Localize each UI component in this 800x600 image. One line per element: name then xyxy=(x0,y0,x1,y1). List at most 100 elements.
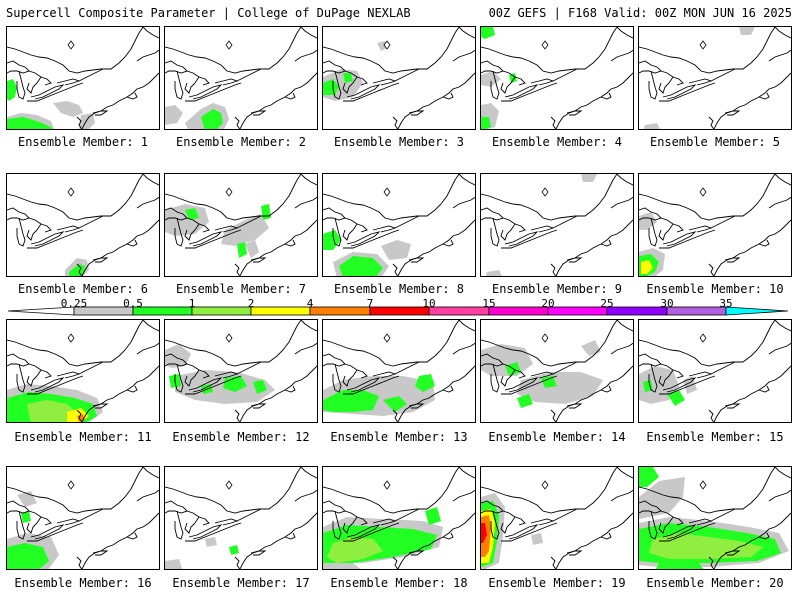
basemap-outline xyxy=(300,174,317,186)
ensemble-map-panel xyxy=(322,319,476,423)
map-canvas xyxy=(481,320,633,422)
basemap-outline xyxy=(7,320,144,367)
basemap-outline xyxy=(346,524,381,540)
diamond-marker-icon xyxy=(541,40,549,50)
diamond-marker-icon xyxy=(225,480,233,490)
scp-contour-fill xyxy=(165,559,183,569)
basemap-outline xyxy=(774,27,791,39)
basemap-outline xyxy=(284,239,296,247)
basemap-outline xyxy=(343,522,400,542)
basemap-outline xyxy=(688,78,713,86)
basemap-outline xyxy=(294,342,317,355)
basemap-outline xyxy=(500,363,516,387)
scp-contour-fill xyxy=(415,374,435,392)
basemap-outline xyxy=(458,174,475,186)
basemap-outline xyxy=(458,27,475,39)
basemap-outline xyxy=(239,512,317,569)
basemap-outline xyxy=(481,60,504,74)
basemap-outline xyxy=(342,510,358,534)
basemap-outline xyxy=(397,512,475,569)
basemap-outline xyxy=(552,215,578,229)
basemap-outline xyxy=(184,70,200,94)
colorbar-bin xyxy=(428,306,490,316)
basemap-outline xyxy=(284,385,296,393)
ensemble-map-panel xyxy=(6,26,160,130)
basemap-outline xyxy=(81,365,159,422)
ensemble-map-panel xyxy=(480,26,634,130)
basemap-outline xyxy=(56,225,81,233)
basemap-outline xyxy=(481,207,504,221)
scp-contour-fill xyxy=(517,394,533,408)
basemap-outline xyxy=(442,92,454,100)
basemap-outline xyxy=(323,500,346,514)
basemap-outline xyxy=(78,508,104,522)
basemap-outline xyxy=(56,371,81,379)
basemap-outline xyxy=(126,532,138,540)
ensemble-map-panel xyxy=(322,466,476,570)
basemap-outline xyxy=(294,489,317,502)
ensemble-member-label: Ensemble Member: 6 xyxy=(17,282,149,296)
colorbar-bin xyxy=(309,306,371,316)
basemap-outline xyxy=(343,82,400,102)
basemap-outline xyxy=(724,257,741,263)
basemap-outline xyxy=(504,377,539,393)
basemap-outline xyxy=(710,68,736,82)
map-canvas xyxy=(639,174,791,276)
basemap-outline xyxy=(688,371,713,379)
scp-contour-fill xyxy=(323,563,361,569)
basemap-outline xyxy=(356,223,368,233)
ensemble-member-label: Ensemble Member: 4 xyxy=(491,135,623,149)
basemap-outline xyxy=(214,371,239,379)
basemap-outline xyxy=(323,467,460,514)
basemap-outline xyxy=(7,27,144,74)
scp-contour-fill xyxy=(327,537,383,563)
scp-contour-fill xyxy=(481,117,491,129)
ensemble-member-label: Ensemble Member: 17 xyxy=(172,576,310,590)
scp-contour-fill xyxy=(205,537,217,547)
basemap-outline xyxy=(758,532,770,540)
basemap-outline xyxy=(250,403,267,409)
basemap-outline xyxy=(234,556,241,569)
basemap-outline xyxy=(758,239,770,247)
scp-contour-fill xyxy=(7,543,49,569)
basemap-outline xyxy=(26,217,42,241)
basemap-outline xyxy=(239,219,317,276)
basemap-outline xyxy=(284,532,296,540)
ensemble-member-label: Ensemble Member: 19 xyxy=(488,576,626,590)
basemap-outline xyxy=(30,377,65,393)
ensemble-map-panel xyxy=(480,173,634,277)
basemap-outline xyxy=(555,512,633,569)
scp-contour-fill xyxy=(27,400,79,422)
basemap-outline xyxy=(165,467,302,514)
diamond-marker-icon xyxy=(67,333,75,343)
basemap-outline xyxy=(174,363,184,393)
basemap-outline xyxy=(672,76,684,86)
basemap-outline xyxy=(27,229,84,249)
basemap-outline xyxy=(708,409,715,422)
basemap-outline xyxy=(490,510,500,540)
basemap-outline xyxy=(514,369,526,379)
ensemble-map-panel xyxy=(322,26,476,130)
valid-time: 00Z GEFS | F168 Valid: 00Z MON JUN 16 20… xyxy=(488,6,792,20)
colorbar-tick-label: 20 xyxy=(541,297,555,310)
map-canvas xyxy=(165,27,317,129)
map-canvas xyxy=(639,320,791,422)
color-scale-bar xyxy=(7,306,789,316)
basemap-outline xyxy=(713,365,791,422)
basemap-outline xyxy=(408,403,425,409)
basemap-outline xyxy=(16,363,26,393)
basemap-outline xyxy=(394,215,420,229)
basemap-outline xyxy=(600,532,612,540)
basemap-outline xyxy=(639,467,776,514)
ensemble-member-label: Ensemble Member: 8 xyxy=(333,282,465,296)
basemap-outline xyxy=(768,49,791,62)
basemap-outline xyxy=(184,510,200,534)
scp-contour-fill xyxy=(649,533,763,559)
basemap-outline xyxy=(397,219,475,276)
diamond-marker-icon xyxy=(699,187,707,197)
colorbar-bin xyxy=(666,306,727,316)
basemap-outline xyxy=(710,361,736,375)
ensemble-member-label: Ensemble Member: 18 xyxy=(330,576,468,590)
diamond-marker-icon xyxy=(383,187,391,197)
basemap-outline xyxy=(126,239,138,247)
